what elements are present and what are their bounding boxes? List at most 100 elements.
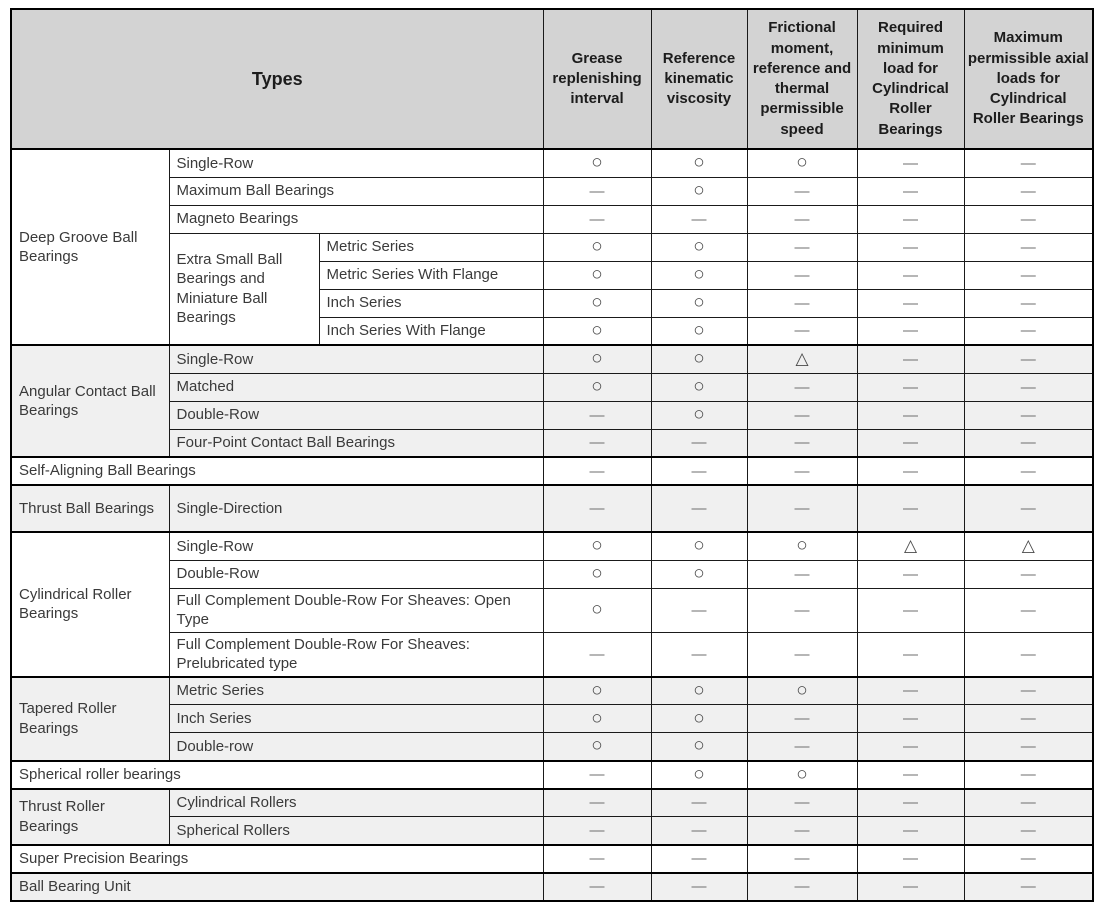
type-label-cell: Double-row bbox=[168, 732, 544, 761]
circle-symbol-cell: ○ bbox=[650, 288, 748, 318]
circle-symbol-cell: ○ bbox=[650, 344, 748, 374]
circle-symbol-cell: ○ bbox=[746, 531, 858, 561]
type-label-cell: Inch Series bbox=[318, 288, 544, 318]
table-row: Metric Series With Flange ○ ○ — — — bbox=[11, 260, 1094, 290]
circle-symbol-cell: ○ bbox=[650, 759, 748, 789]
triangle-symbol-cell: △ bbox=[746, 344, 858, 374]
dash-symbol-cell: — bbox=[856, 587, 965, 633]
dash-symbol-cell: — bbox=[746, 871, 858, 901]
dash-symbol-cell: — bbox=[963, 260, 1094, 290]
dash-symbol-cell: — bbox=[963, 704, 1094, 733]
dash-symbol-cell: — bbox=[963, 759, 1094, 789]
group-label-cell: Thrust Roller Bearings bbox=[10, 787, 170, 845]
type-label-cell: Inch Series bbox=[168, 704, 544, 733]
group-label-cell: Cylindrical Roller Bearings bbox=[10, 531, 170, 677]
circle-symbol-cell: ○ bbox=[650, 559, 748, 589]
type-label-cell: Full Complement Double-Row For Sheaves: … bbox=[168, 631, 544, 677]
dash-symbol-cell: — bbox=[856, 176, 965, 206]
circle-symbol-cell: ○ bbox=[542, 704, 652, 733]
dash-symbol-cell: — bbox=[856, 428, 965, 458]
subgroup-label-cell: Extra Small Ball Bearings and Miniature … bbox=[168, 232, 320, 346]
column-header-grease-interval: Grease replenishing interval bbox=[542, 8, 652, 150]
type-label-cell: Metric Series bbox=[168, 675, 544, 705]
dash-symbol-cell: — bbox=[856, 843, 965, 873]
dash-symbol-cell: — bbox=[963, 559, 1094, 589]
table-row: Maximum Ball Bearings — ○ — — — bbox=[11, 176, 1094, 206]
dash-symbol-cell: — bbox=[963, 587, 1094, 633]
dash-symbol-cell: — bbox=[963, 400, 1094, 430]
dash-symbol-cell: — bbox=[963, 148, 1094, 178]
dash-symbol-cell: — bbox=[856, 816, 965, 845]
triangle-symbol-cell: △ bbox=[963, 531, 1094, 561]
type-label-cell: Spherical Rollers bbox=[168, 816, 544, 845]
dash-symbol-cell: — bbox=[856, 675, 965, 705]
dash-symbol-cell: — bbox=[963, 871, 1094, 901]
table-row: Double-row ○ ○ — — — bbox=[11, 732, 1094, 761]
dash-symbol-cell: — bbox=[542, 631, 652, 677]
circle-symbol-cell: ○ bbox=[542, 372, 652, 402]
dash-symbol-cell: — bbox=[856, 559, 965, 589]
dash-symbol-cell: — bbox=[650, 871, 748, 901]
dash-symbol-cell: — bbox=[856, 344, 965, 374]
table-row: Super Precision Bearings — — — — — bbox=[10, 843, 1094, 873]
dash-symbol-cell: — bbox=[542, 787, 652, 817]
group-label-cell: Thrust Ball Bearings bbox=[10, 484, 170, 533]
type-label-cell: Matched bbox=[168, 372, 544, 402]
table-row: Inch Series ○ ○ — — — bbox=[11, 288, 1094, 318]
circle-symbol-cell: ○ bbox=[542, 260, 652, 290]
dash-symbol-cell: — bbox=[963, 288, 1094, 318]
table-row: Full Complement Double-Row For Sheaves: … bbox=[11, 631, 1094, 677]
dash-symbol-cell: — bbox=[746, 204, 858, 234]
dash-symbol-cell: — bbox=[963, 675, 1094, 705]
circle-symbol-cell: ○ bbox=[650, 372, 748, 402]
dash-symbol-cell: — bbox=[650, 816, 748, 845]
dash-symbol-cell: — bbox=[746, 631, 858, 677]
group-label-cell: Spherical roller bearings bbox=[10, 759, 544, 789]
dash-symbol-cell: — bbox=[542, 428, 652, 458]
dash-symbol-cell: — bbox=[746, 559, 858, 589]
circle-symbol-cell: ○ bbox=[650, 260, 748, 290]
type-label-cell: Double-Row bbox=[168, 559, 544, 589]
circle-symbol-cell: ○ bbox=[650, 531, 748, 561]
circle-symbol-cell: ○ bbox=[650, 176, 748, 206]
dash-symbol-cell: — bbox=[856, 871, 965, 901]
dash-symbol-cell: — bbox=[963, 204, 1094, 234]
table-row: Deep Groove Ball Bearings Single-Row ○ ○ ○ — — bbox=[10, 148, 1094, 346]
dash-symbol-cell: — bbox=[542, 400, 652, 430]
circle-symbol-cell: ○ bbox=[542, 232, 652, 262]
dash-symbol-cell: — bbox=[856, 232, 965, 262]
type-label-cell: Single-Row bbox=[168, 531, 544, 561]
circle-symbol-cell: ○ bbox=[746, 759, 858, 789]
dash-symbol-cell: — bbox=[963, 176, 1094, 206]
dash-symbol-cell: — bbox=[746, 843, 858, 873]
type-label-cell: Cylindrical Rollers bbox=[168, 787, 544, 817]
dash-symbol-cell: — bbox=[650, 587, 748, 633]
dash-symbol-cell: — bbox=[856, 732, 965, 761]
dash-symbol-cell: — bbox=[542, 484, 652, 533]
group-label-cell: Self-Aligning Ball Bearings bbox=[10, 456, 544, 486]
dash-symbol-cell: — bbox=[746, 232, 858, 262]
dash-symbol-cell: — bbox=[746, 288, 858, 318]
group-label-cell: Ball Bearing Unit bbox=[10, 871, 544, 901]
dash-symbol-cell: — bbox=[650, 787, 748, 817]
type-label-cell: Magneto Bearings bbox=[168, 204, 544, 234]
circle-symbol-cell: ○ bbox=[650, 400, 748, 430]
bearing-properties-table: Types Grease replenishing interval Refer… bbox=[10, 8, 1095, 902]
type-label-cell: Four-Point Contact Ball Bearings bbox=[168, 428, 544, 458]
dash-symbol-cell: — bbox=[650, 204, 748, 234]
circle-symbol-cell: ○ bbox=[542, 675, 652, 705]
table-row: Thrust Roller Bearings Cylindrical Roller… bbox=[10, 787, 1094, 845]
dash-symbol-cell: — bbox=[650, 456, 748, 486]
dash-symbol-cell: — bbox=[963, 732, 1094, 761]
table-row: Thrust Ball Bearings Single-Direction — — — —… bbox=[10, 484, 1094, 533]
dash-symbol-cell: — bbox=[746, 400, 858, 430]
table-row: Spherical Rollers — — — — — bbox=[11, 816, 1094, 845]
table-row: Self-Aligning Ball Bearings — — — — — bbox=[10, 456, 1094, 486]
table-body: Deep Groove Ball Bearings Single-Row ○ ○ ○ — —… bbox=[10, 148, 1094, 901]
dash-symbol-cell: — bbox=[963, 787, 1094, 817]
dash-symbol-cell: — bbox=[746, 816, 858, 845]
dash-symbol-cell: — bbox=[856, 484, 965, 533]
table-row: Magneto Bearings — — — — — bbox=[11, 204, 1094, 234]
dash-symbol-cell: — bbox=[746, 176, 858, 206]
type-label-cell: Inch Series With Flange bbox=[318, 316, 544, 346]
